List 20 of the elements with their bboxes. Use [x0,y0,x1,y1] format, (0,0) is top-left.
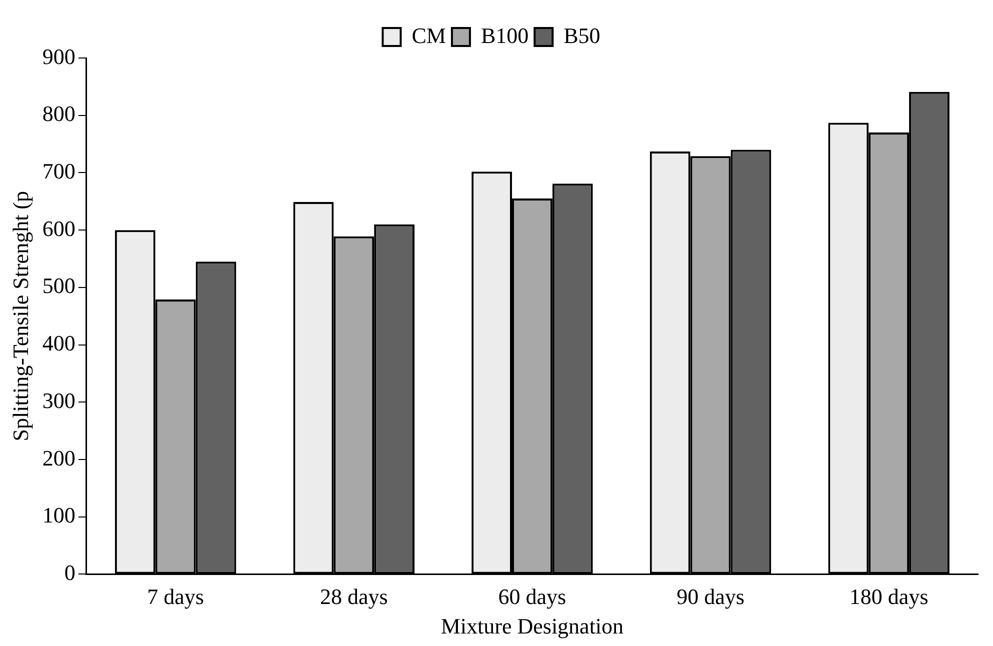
x-axis-title: Mixture Designation [440,614,624,639]
y-axis-title: Splitting-Tensile Strenght (p [8,190,33,442]
y-tick-label: 400 [42,330,76,356]
legend-label: CM [412,22,446,48]
legend-label: B50 [564,22,600,48]
y-tick-label: 0 [64,560,76,585]
x-tick-label: 60 days [498,584,566,610]
x-tick-label: 7 days [147,584,204,610]
y-tick-label: 600 [42,216,76,241]
y-tick-label: 300 [42,388,76,413]
y-tick-label: 100 [42,502,76,528]
x-tick-label: 180 days [849,584,928,610]
y-tick-label: 700 [42,158,76,184]
y-tick-label: 900 [42,44,76,69]
y-tick-label: 500 [42,273,76,298]
legend-label: B100 [480,22,529,48]
x-tick-label: 90 days [676,584,744,610]
x-tick-label: 28 days [320,584,388,610]
y-tick-label: 200 [42,445,76,470]
y-tick-label: 800 [42,101,76,126]
